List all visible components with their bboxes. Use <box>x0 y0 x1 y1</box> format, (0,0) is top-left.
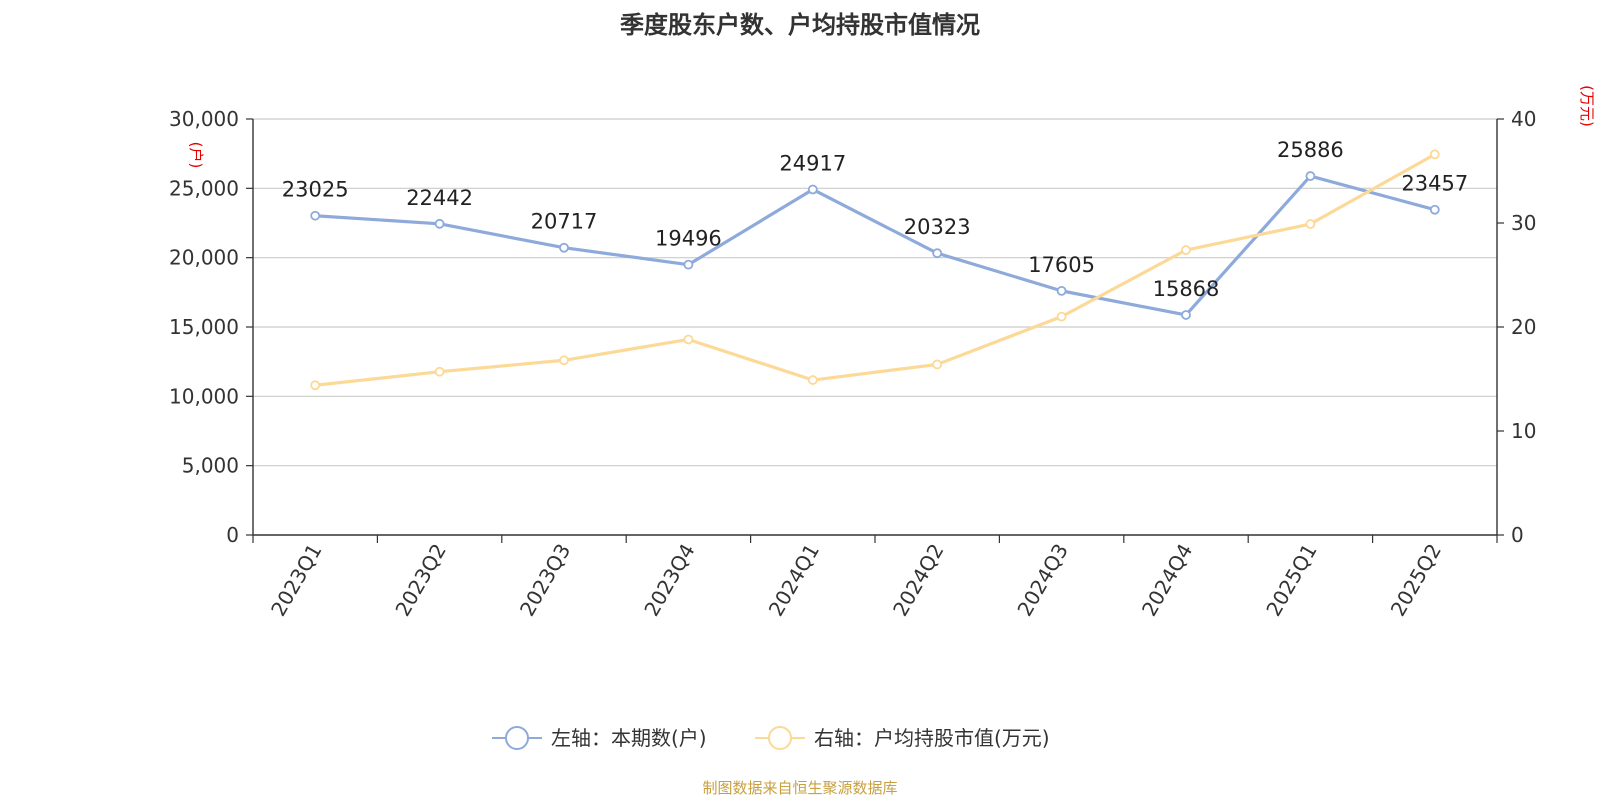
data-point <box>434 218 445 229</box>
legend-marker-1 <box>505 726 529 750</box>
legend-label-2: 右轴：户均持股市值(万元) <box>814 726 1050 750</box>
x-tick-label: 2024Q4 <box>1137 540 1197 621</box>
data-point <box>807 184 818 195</box>
data-point <box>683 259 694 270</box>
series <box>310 149 1440 391</box>
y-right-tick-label: 10 <box>1511 419 1536 443</box>
y-right-tick-label: 0 <box>1511 523 1524 547</box>
gridlines <box>253 118 1497 467</box>
data-label: 24917 <box>779 151 846 175</box>
chart-title: 季度股东户数、户均持股市值情况 <box>620 11 980 39</box>
data-point <box>932 248 943 259</box>
data-point <box>1305 171 1316 181</box>
data-point <box>932 359 943 370</box>
x-tick-label: 2025Q1 <box>1261 540 1321 621</box>
x-tick-label: 2024Q1 <box>764 540 824 621</box>
axes: 0 5,000 10,000 15,000 20,000 25,000 30,000 0 10 2… <box>169 85 1596 620</box>
data-point <box>683 334 694 345</box>
data-point <box>1056 285 1067 296</box>
x-tick-label: 2023Q3 <box>515 540 575 621</box>
data-point <box>1429 204 1440 215</box>
y-left-unit: (户) <box>187 142 205 169</box>
y-right-tick-label: 20 <box>1511 315 1536 339</box>
x-tick-label: 2024Q3 <box>1012 540 1072 621</box>
data-point <box>1429 149 1440 160</box>
y-right-unit: (万元) <box>1578 85 1596 127</box>
source-note: 制图数据来自恒生聚源数据库 <box>702 779 897 797</box>
x-tick-label: 2023Q1 <box>266 540 326 621</box>
data-point <box>310 380 321 391</box>
x-tick-label: 2025Q2 <box>1386 540 1446 621</box>
data-labels: 23025 22442 20717 19496 24917 20323 17605 15868… <box>282 138 1468 301</box>
data-label: 23457 <box>1401 172 1468 196</box>
x-tick-label: 2024Q2 <box>888 540 948 621</box>
y-left-tick-label: 15,000 <box>169 315 239 339</box>
y-left-tick-label: 10,000 <box>169 384 239 408</box>
data-point <box>310 210 321 221</box>
data-label: 20717 <box>531 210 598 234</box>
data-point <box>807 375 818 385</box>
data-point <box>1305 219 1316 229</box>
series-line-1 <box>313 174 1437 317</box>
y-left-tick-label: 30,000 <box>169 107 239 131</box>
legend-marker-2 <box>768 726 792 750</box>
x-tick-label: 2023Q4 <box>639 540 699 621</box>
y-left-tick-label: 5,000 <box>182 454 239 478</box>
x-tick-label: 2023Q2 <box>390 540 450 621</box>
legend: 左轴：本期数(户) 右轴：户均持股市值(万元) <box>492 726 1050 750</box>
data-point <box>559 242 569 253</box>
data-label: 22442 <box>406 186 473 210</box>
data-point <box>559 355 569 366</box>
y-left-tick-label: 20,000 <box>169 246 239 270</box>
y-left-tick-label: 25,000 <box>169 176 239 200</box>
y-left-tick-label: 0 <box>226 523 239 547</box>
data-point <box>434 366 445 377</box>
data-label: 19496 <box>655 227 722 251</box>
series-line-2 <box>313 152 1437 387</box>
data-label: 25886 <box>1277 138 1344 162</box>
data-point <box>1181 245 1191 255</box>
data-label: 23025 <box>282 178 349 202</box>
y-right-tick-label: 30 <box>1511 211 1536 235</box>
legend-label-1: 左轴：本期数(户) <box>551 726 707 750</box>
data-label: 17605 <box>1028 253 1095 277</box>
data-point <box>1181 310 1191 320</box>
y-right-tick-label: 40 <box>1511 107 1536 131</box>
data-label: 15868 <box>1153 277 1220 301</box>
data-label: 20323 <box>904 215 971 239</box>
data-point <box>1056 311 1067 322</box>
